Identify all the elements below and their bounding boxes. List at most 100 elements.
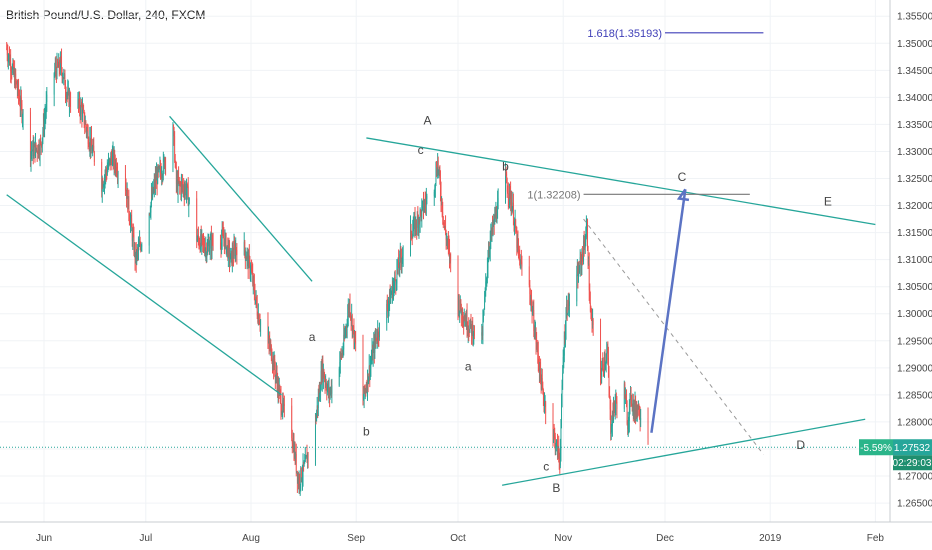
candle-body [174, 161, 176, 163]
candle-body [616, 401, 618, 409]
candle-body [35, 143, 37, 149]
candle-body [606, 349, 608, 353]
candle-body [126, 189, 127, 199]
candle-body [490, 231, 492, 240]
candle-body [588, 263, 590, 265]
price-tick-label: 1.29500 [897, 336, 932, 347]
candle-body [483, 308, 485, 314]
candle-body [410, 225, 412, 236]
candle-body [600, 374, 602, 378]
candle-body [292, 443, 294, 448]
candle-body [350, 316, 352, 320]
candle-body [392, 284, 394, 297]
candle-body [177, 177, 179, 192]
candle-body [639, 416, 641, 421]
candle-body [187, 184, 189, 187]
price-tick-label: 1.28000 [897, 417, 932, 428]
candle-body [588, 263, 590, 291]
price-badges: -5.59% 1.27532 02:29:03 [859, 439, 932, 471]
candle-body [557, 441, 558, 457]
candle-body [544, 403, 545, 406]
candle-body [8, 54, 10, 57]
candle-body [196, 198, 198, 242]
candle-body [111, 158, 113, 166]
candle-body [17, 87, 18, 91]
candle-body [635, 409, 637, 415]
candle-body [20, 97, 22, 104]
time-tick-label: Dec [656, 533, 674, 544]
candle-body [60, 58, 61, 71]
candle-body [57, 60, 58, 66]
candle-body [320, 370, 322, 390]
candle-body [104, 175, 106, 178]
candle-body [317, 396, 319, 409]
time-tick-label: Sep [347, 533, 365, 544]
candle-body [154, 181, 156, 187]
candle-body [299, 477, 301, 486]
candle-body [512, 202, 514, 208]
candle-body [323, 369, 325, 378]
candle-body [39, 142, 41, 156]
candle-body [17, 84, 19, 91]
candle-body [458, 299, 460, 314]
candle-body [324, 377, 325, 380]
candle-body [226, 245, 228, 247]
candle-body [40, 142, 42, 144]
candle-body [467, 329, 469, 332]
candle-body [155, 176, 156, 187]
candle-body [112, 154, 113, 166]
candle-body [15, 80, 17, 82]
candle-body [209, 239, 211, 249]
candle-body [424, 201, 426, 208]
fib-level-label: 1(1.32208) [527, 189, 580, 201]
candle-body [294, 448, 295, 458]
candle-body [554, 434, 556, 437]
candle-body [183, 191, 185, 196]
candle-body [318, 396, 320, 398]
candle-body [235, 247, 237, 257]
candle-body [433, 191, 435, 197]
candle-body [564, 335, 566, 342]
trendline-left-channel-lower [6, 194, 282, 396]
candle-body [132, 234, 134, 235]
candle-body [496, 210, 497, 219]
candle-body [129, 219, 131, 225]
candle-body [14, 71, 15, 86]
candle-body [510, 202, 512, 205]
candle-body [296, 471, 298, 472]
candle-body [481, 332, 483, 336]
candle-body [493, 218, 495, 224]
wave-label: E [824, 195, 832, 209]
candle-body [636, 405, 638, 415]
candle-body [399, 254, 401, 269]
candle-body [425, 203, 427, 205]
candle-body [470, 318, 471, 325]
candle-body [90, 136, 92, 150]
candle-body [9, 54, 10, 64]
candle-body [568, 296, 570, 306]
candle-body [391, 292, 393, 294]
candle-body [101, 161, 103, 192]
candle-body [423, 200, 424, 211]
candle-body [615, 397, 617, 402]
candle-body [84, 121, 86, 125]
candle-body [179, 181, 181, 185]
candle-body [101, 181, 103, 192]
candle-body [636, 409, 638, 415]
candle-body [438, 170, 440, 171]
candle-body [556, 441, 557, 448]
candle-body [354, 332, 356, 342]
candle-body [138, 246, 139, 252]
candle-body [160, 171, 162, 178]
candle-body [612, 413, 614, 419]
candle-body [555, 447, 557, 450]
candle-body [415, 219, 417, 227]
candle-body [135, 251, 137, 262]
candle-body [319, 386, 321, 393]
candle-body [210, 236, 212, 240]
candle-body [322, 360, 324, 379]
candle-body [436, 173, 438, 175]
candle-body [140, 246, 142, 250]
